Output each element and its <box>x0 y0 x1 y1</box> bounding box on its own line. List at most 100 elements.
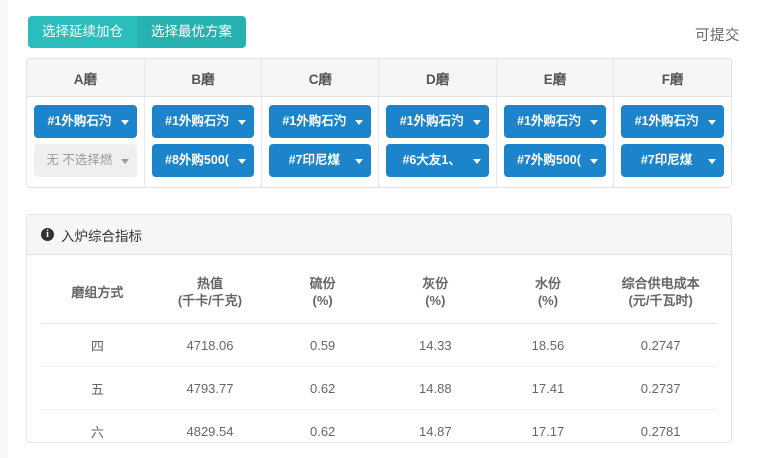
fuel-dropdown-d-2-label: #6大友1、 <box>402 153 461 167</box>
fuel-dropdown-e-2-label: #7外购500( <box>517 153 581 167</box>
comprehensive-indicator-panel: i 入炉综合指标 磨组方式 热值 (千卡/千克) 硫份 (%) <box>26 214 732 443</box>
fuel-dropdown-b-1[interactable]: #1外购石汋 <box>151 105 255 138</box>
fuel-dropdown-f-1-label: #1外购石汋 <box>634 114 699 128</box>
mill-cell-f: #1外购石汋 #7印尼煤 <box>613 96 731 187</box>
cell-moisture: 18.56 <box>491 323 605 367</box>
fuel-dropdown-d-1[interactable]: #1外购石汋 <box>386 105 489 138</box>
indicator-header-heat-name: 热值 <box>196 276 223 291</box>
fuel-dropdown-c-2[interactable]: #7印尼煤 <box>269 144 372 177</box>
chevron-down-icon <box>355 158 364 164</box>
table-row: 六 4829.54 0.62 14.87 17.17 0.2781 <box>41 410 717 443</box>
mill-cell-a: #1外购石汋 无 不选择燃 <box>27 96 145 187</box>
fuel-dropdown-e-1[interactable]: #1外购石汋 <box>503 105 607 138</box>
chevron-down-icon <box>708 158 716 164</box>
mill-header-e: E磨 <box>496 59 615 97</box>
mill-table-body-row: #1外购石汋 无 不选择燃 #1外购石汋 #8外购500( <box>27 96 731 187</box>
indicator-table: 磨组方式 热值 (千卡/千克) 硫份 (%) 灰份 (%) <box>41 259 717 443</box>
chevron-down-icon <box>238 119 247 125</box>
indicator-header-mode: 磨组方式 <box>41 259 154 324</box>
fuel-dropdown-a-1-label: #1外购石汋 <box>47 114 112 128</box>
left-rail <box>0 0 8 458</box>
mill-cell-d: #1外购石汋 #6大友1、 <box>378 96 497 187</box>
mill-selection-card: A磨 B磨 C磨 D磨 E磨 F磨 #1外购石汋 无 不选择燃 <box>26 58 732 188</box>
submit-status-label: 可提交 <box>695 28 740 44</box>
chevron-down-icon <box>590 119 599 125</box>
mill-table-header-row: A磨 B磨 C磨 D磨 E磨 F磨 <box>27 59 731 97</box>
cell-mode: 五 <box>41 366 154 410</box>
top-toolbar: 选择延续加仓 选择最优方案 可提交 <box>0 0 758 56</box>
indicator-header-heat-unit: (千卡/千克) <box>177 293 243 308</box>
mill-header-f: F磨 <box>613 59 731 97</box>
table-row: 五 4793.77 0.62 14.88 17.41 0.2737 <box>41 366 717 410</box>
mill-header-d: D磨 <box>378 59 497 97</box>
fuel-dropdown-b-2[interactable]: #8外购500( <box>151 144 255 177</box>
fuel-dropdown-e-2[interactable]: #7外购500( <box>503 144 607 177</box>
panel-title: 入炉综合指标 <box>61 228 142 244</box>
cell-sulfur: 0.59 <box>266 323 379 367</box>
cell-heat: 4718.06 <box>153 323 267 367</box>
chevron-down-icon <box>120 119 129 125</box>
panel-header: i 入炉综合指标 <box>27 215 731 255</box>
indicator-header-ash-unit: (%) <box>425 293 446 308</box>
cell-sulfur: 0.62 <box>309 424 336 439</box>
fuel-dropdown-b-1-label: #1外购石汋 <box>165 114 229 128</box>
indicator-header-cost: 综合供电成本 (元/千瓦时) <box>604 259 717 324</box>
fuel-dropdown-a-2[interactable]: 无 不选择燃 <box>34 144 137 177</box>
mill-cell-c: #1外购石汋 #7印尼煤 <box>261 96 380 187</box>
cell-moisture: 17.41 <box>491 366 605 410</box>
fuel-dropdown-a-1[interactable]: #1外购石汋 <box>34 105 137 138</box>
indicator-header-moisture-name: 水份 <box>534 276 561 291</box>
cell-cost: 0.2747 <box>604 323 717 367</box>
cell-ash: 14.87 <box>419 424 452 439</box>
chevron-down-icon <box>708 119 716 125</box>
scheme-button-group: 选择延续加仓 选择最优方案 <box>28 16 246 48</box>
select-continue-loading-button[interactable]: 选择延续加仓 <box>28 16 137 48</box>
fuel-dropdown-e-1-label: #1外购石汋 <box>517 114 581 128</box>
cell-sulfur: 0.62 <box>266 366 379 410</box>
fuel-dropdown-f-1[interactable]: #1外购石汋 <box>621 105 724 138</box>
cell-mode: 四 <box>41 323 154 367</box>
indicator-header-ash: 灰份 (%) <box>378 259 492 324</box>
mill-table: A磨 B磨 C磨 D磨 E磨 F磨 #1外购石汋 无 不选择燃 <box>27 59 731 187</box>
mill-header-b: B磨 <box>144 59 263 97</box>
fuel-dropdown-a-2-label: 无 不选择燃 <box>46 153 113 167</box>
indicator-header-moisture: 水份 (%) <box>491 259 605 324</box>
cell-ash: 14.88 <box>378 366 492 410</box>
chevron-down-icon <box>472 158 481 164</box>
indicator-header-sulfur-name: 硫份 <box>309 276 336 291</box>
indicator-header-sulfur: 硫份 (%) <box>266 259 379 324</box>
chevron-down-icon <box>120 158 129 164</box>
indicator-header-ash-name: 灰份 <box>422 276 449 291</box>
cell-cost: 0.2737 <box>604 366 717 410</box>
mill-cell-e: #1外购石汋 #7外购500( <box>496 96 615 187</box>
select-optimal-scheme-button[interactable]: 选择最优方案 <box>137 16 246 48</box>
fuel-dropdown-d-2[interactable]: #6大友1、 <box>386 144 489 177</box>
info-icon: i <box>41 228 54 241</box>
fuel-dropdown-c-1-label: #1外购石汋 <box>282 114 347 128</box>
chevron-down-icon <box>238 158 247 164</box>
cell-moisture: 17.17 <box>531 424 565 439</box>
cell-heat: 4829.54 <box>186 424 234 439</box>
fuel-dropdown-c-2-label: #7印尼煤 <box>288 153 341 167</box>
indicator-header-moisture-unit: (%) <box>537 293 559 308</box>
chevron-down-icon <box>355 119 364 125</box>
indicator-header-heat: 热值 (千卡/千克) <box>153 259 267 324</box>
table-row: 四 4718.06 0.59 14.33 18.56 0.2747 <box>41 323 717 367</box>
fuel-dropdown-c-1[interactable]: #1外购石汋 <box>269 105 372 138</box>
indicator-header-sulfur-unit: (%) <box>312 293 333 308</box>
fuel-dropdown-f-2[interactable]: #7印尼煤 <box>621 144 724 177</box>
cell-ash: 14.33 <box>378 323 492 367</box>
indicator-header-row: 磨组方式 热值 (千卡/千克) 硫份 (%) 灰份 (%) <box>41 259 717 324</box>
mill-header-a: A磨 <box>27 59 145 97</box>
fuel-dropdown-f-2-label: #7印尼煤 <box>640 153 693 167</box>
cell-cost: 0.2781 <box>640 424 681 439</box>
fuel-dropdown-d-1-label: #1外购石汋 <box>399 114 464 128</box>
mill-cell-b: #1外购石汋 #8外购500( <box>144 96 263 187</box>
fuel-dropdown-b-2-label: #8外购500( <box>165 153 229 167</box>
cell-heat: 4793.77 <box>153 366 267 410</box>
mill-header-c: C磨 <box>261 59 380 97</box>
chevron-down-icon <box>472 119 481 125</box>
chevron-down-icon <box>590 158 599 164</box>
cell-mode: 六 <box>90 425 104 440</box>
indicator-header-cost-name: 综合供电成本 <box>621 276 700 291</box>
